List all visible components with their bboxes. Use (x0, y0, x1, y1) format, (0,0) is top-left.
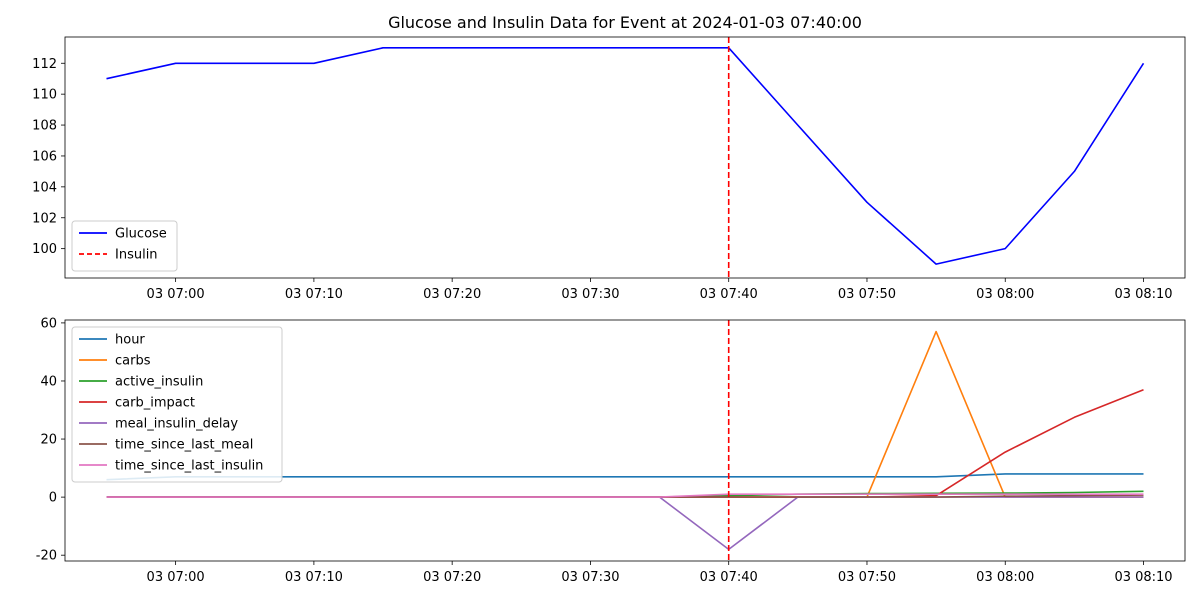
legend-label-meal-insulin-delay: meal_insulin_delay (115, 417, 238, 432)
chart-title: Glucose and Insulin Data for Event at 20… (388, 13, 862, 32)
legend-label-time-since-last-insulin: time_since_last_insulin (115, 459, 263, 474)
x-tick-label: 03 07:30 (561, 287, 619, 302)
x-tick-label: 03 08:10 (1114, 287, 1172, 302)
legend-label-carb-impact: carb_impact (115, 396, 195, 411)
series-line-time-since-last-insulin (106, 493, 1144, 498)
x-tick-label: 03 08:00 (976, 287, 1034, 302)
y-tick-label: 20 (40, 433, 57, 448)
axes-frame (64, 36, 1186, 279)
y-tick-label: 60 (40, 316, 57, 331)
legend: Glucose Insulin (71, 220, 178, 272)
features-panel: 03 07:00 03 07:10 03 07:20 03 07:30 03 07:40… (36, 316, 1186, 585)
y-tick-label: 100 (32, 242, 57, 257)
x-tick-label: 03 07:50 (838, 287, 896, 302)
legend: hour carbs active_insulin carb_impact meal_i… (71, 326, 283, 483)
legend-label-time-since-last-meal: time_since_last_meal (115, 438, 253, 453)
legend-label-active-insulin: active_insulin (115, 375, 203, 390)
x-tick-label: 03 08:10 (1114, 570, 1172, 585)
x-tick-label: 03 07:40 (700, 287, 758, 302)
y-tick-label: -20 (36, 549, 57, 564)
legend-label-glucose: Glucose (115, 227, 167, 242)
y-tick-label: 106 (32, 149, 57, 164)
y-tick-label: 104 (32, 180, 57, 195)
y-tick-label: 112 (32, 57, 57, 72)
x-tick-label: 03 07:10 (285, 287, 343, 302)
x-tick-label: 03 07:20 (423, 287, 481, 302)
x-tick-label: 03 07:50 (838, 570, 896, 585)
x-tick-label: 03 07:20 (423, 570, 481, 585)
y-tick-label: 0 (49, 491, 57, 506)
legend-label-hour: hour (115, 333, 145, 348)
x-tick-label: 03 07:10 (285, 570, 343, 585)
legend-label-carbs: carbs (115, 354, 151, 369)
legend-box (71, 326, 283, 483)
series-line-glucose (106, 46, 1145, 265)
axes-frame (64, 319, 1186, 562)
y-tick-label: 110 (32, 88, 57, 103)
x-tick-label: 03 08:00 (976, 570, 1034, 585)
glucose-panel: Glucose and Insulin Data for Event at 20… (32, 13, 1186, 302)
x-tick-label: 03 07:40 (700, 570, 758, 585)
x-tick-label: 03 07:00 (147, 570, 205, 585)
legend-label-insulin: Insulin (115, 248, 158, 263)
x-tick-label: 03 07:00 (147, 287, 205, 302)
y-tick-label: 108 (32, 119, 57, 134)
y-tick-label: 40 (40, 374, 57, 389)
x-tick-label: 03 07:30 (561, 570, 619, 585)
y-tick-label: 102 (32, 211, 57, 226)
